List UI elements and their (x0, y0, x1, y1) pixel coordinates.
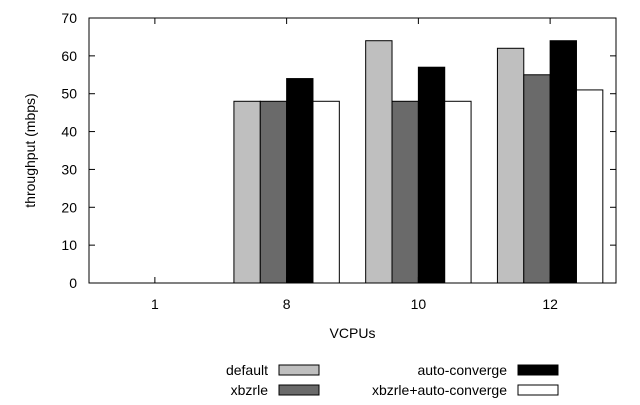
x-axis-title: VCPUs (330, 325, 376, 341)
y-tick-label: 20 (61, 199, 77, 215)
bar-auto-converge (549, 40, 577, 284)
y-axis-title: throughput (mbps) (22, 93, 38, 207)
legend-swatch (278, 364, 320, 376)
x-tick-label: 8 (283, 296, 291, 312)
bar-xbzrle (523, 74, 551, 284)
y-tick-label: 50 (61, 86, 77, 102)
bar-xbzrle (391, 100, 419, 284)
axis-ticks: 0 10 20 30 40 50 60 70 1 8 10 12 (61, 10, 616, 312)
bar-xbzrle+auto-converge (575, 89, 604, 284)
y-tick-label: 40 (61, 124, 77, 140)
y-tick-label: 0 (69, 275, 77, 291)
legend-label: auto-converge (417, 362, 507, 378)
legend: default xbzrle auto-converge xbzrle+auto-co… (226, 362, 559, 398)
x-tick-label: 1 (151, 296, 159, 312)
y-tick-label: 70 (61, 10, 77, 26)
bar-auto-converge (286, 78, 314, 284)
plot-frame (88, 17, 617, 284)
x-tick-label: 10 (411, 296, 427, 312)
legend-swatch (278, 384, 320, 396)
bar-xbzrle (259, 100, 288, 284)
y-tick-label: 30 (61, 161, 77, 177)
bar-xbzrle+auto-converge (312, 100, 340, 284)
legend-swatch (517, 364, 559, 376)
bar-default (496, 47, 525, 284)
y-tick-label: 10 (61, 237, 77, 253)
legend-swatch (517, 384, 559, 396)
bars-layer (233, 40, 604, 284)
y-tick-label: 60 (61, 48, 77, 64)
bar-default (365, 40, 393, 284)
legend-label: default (226, 362, 268, 378)
bar-default (233, 100, 261, 284)
bar-xbzrle+auto-converge (444, 100, 472, 284)
bar-auto-converge (417, 66, 446, 284)
legend-label: xbzrle+auto-converge (372, 382, 507, 398)
legend-label: xbzrle (231, 382, 269, 398)
x-tick-label: 12 (542, 296, 558, 312)
